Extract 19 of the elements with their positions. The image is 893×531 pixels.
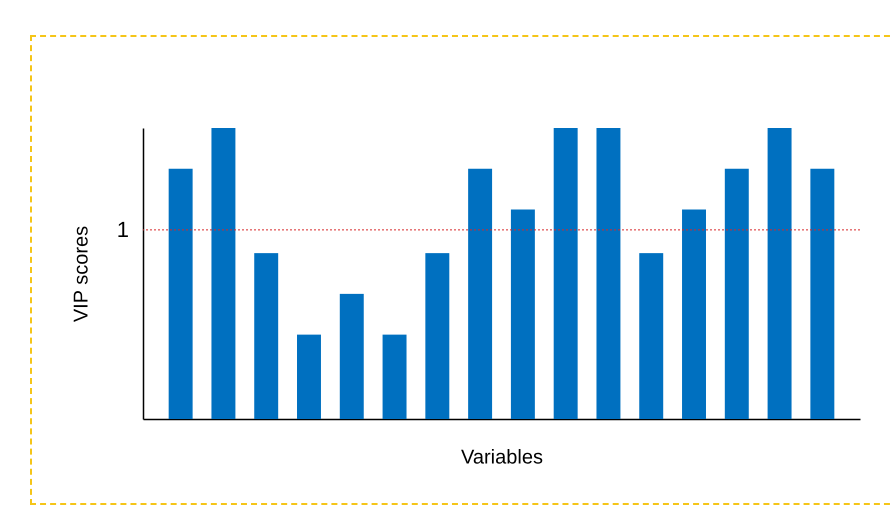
bar: [810, 168, 834, 419]
bar: [724, 168, 749, 419]
y-axis-title: VIP scores: [70, 226, 92, 322]
bar: [340, 294, 364, 419]
bar: [682, 209, 706, 419]
x-axis-title: Variables: [461, 446, 543, 468]
ref-line-label: 1: [116, 216, 129, 242]
bar: [425, 253, 450, 419]
bar: [554, 128, 578, 419]
bar: [254, 253, 278, 419]
bar: [768, 128, 792, 419]
bar: [510, 209, 535, 419]
bar: [639, 253, 664, 419]
bar: [382, 334, 407, 419]
bar: [168, 168, 193, 419]
bar: [211, 128, 236, 419]
bar: [468, 168, 492, 419]
bar: [596, 128, 620, 419]
bar: [297, 334, 321, 419]
